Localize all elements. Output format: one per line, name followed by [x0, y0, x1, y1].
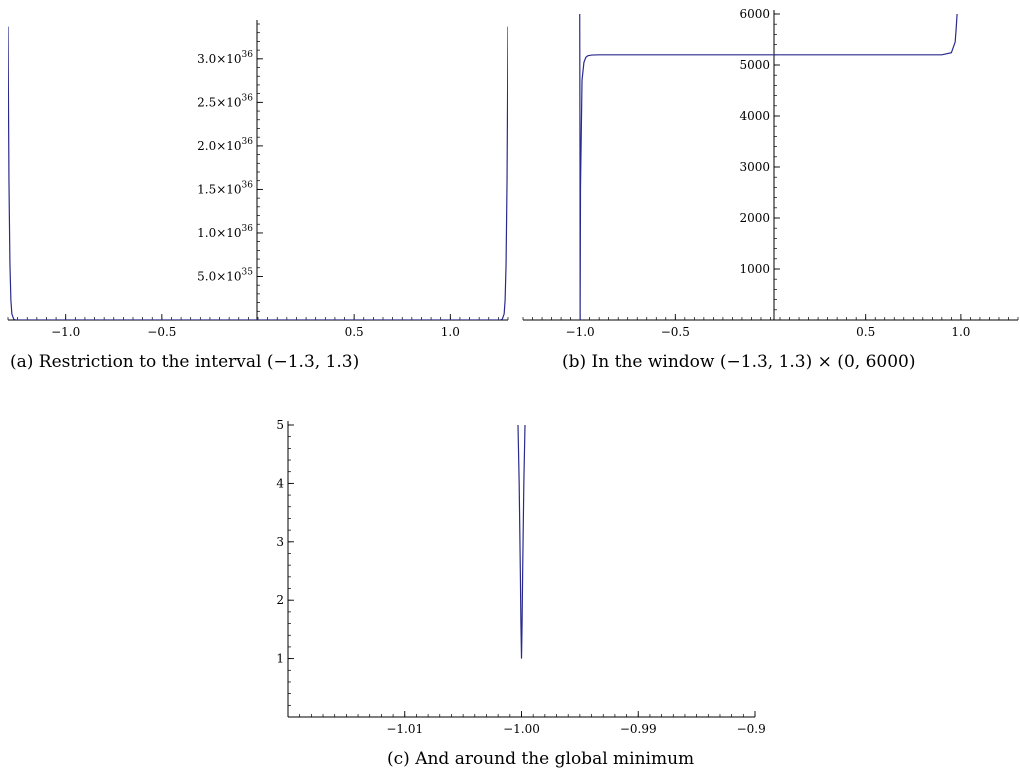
y-tick-label: 2 — [276, 593, 284, 607]
chart-a: −1.0 −0.5 0.5 1.0 5.0×1035 1.0×1036 1.5×1036 2.… — [7, 20, 509, 339]
x-tick-label: −0.99 — [620, 722, 657, 736]
y-tick-label: 6000 — [739, 7, 770, 21]
caption-c: (c) And around the global minimum — [387, 749, 695, 769]
x-tick-label: −1.01 — [386, 722, 423, 736]
y-tick-label: 2.5×1036 — [197, 93, 253, 109]
x-tick-label: 0.5 — [856, 325, 875, 339]
caption-b: (b) In the window (−1.3, 1.3) × (0, 6000… — [562, 352, 916, 372]
y-tick-label: 3.0×1036 — [197, 50, 253, 66]
y-tick-label: 3000 — [739, 160, 770, 174]
x-tick-label: −0.98 — [737, 722, 765, 736]
x-tick-label: −0.5 — [661, 325, 690, 339]
y-tick-label: 4 — [276, 476, 284, 490]
series-line — [517, 424, 526, 659]
series-line — [579, 13, 958, 320]
x-tick-label: −1.00 — [503, 722, 540, 736]
y-tick-label: 3 — [276, 535, 284, 549]
x-tick-label: −1.0 — [51, 325, 80, 339]
x-tick-label: −1.0 — [566, 325, 595, 339]
y-tick-label: 1.0×1036 — [197, 224, 253, 240]
x-tick-label: −0.5 — [147, 325, 176, 339]
y-tick-label: 5000 — [739, 58, 770, 72]
y-tick-label: 4000 — [739, 109, 770, 123]
x-tick-label: 1.0 — [951, 325, 970, 339]
x-tick-label: 0.5 — [345, 325, 364, 339]
y-tick-label: 1 — [276, 652, 284, 666]
caption-a: (a) Restriction to the interval (−1.3, 1… — [10, 352, 360, 372]
y-tick-label: 1000 — [739, 262, 770, 276]
series-line — [8, 26, 508, 320]
y-tick-label: 1.5×1036 — [197, 180, 253, 196]
y-tick-label: 5.0×1035 — [197, 267, 253, 283]
y-tick-label: 2.0×1036 — [197, 137, 253, 153]
chart-b: −1.0 −0.5 0.5 1.0 1000 2000 3000 4000 5000 6000 — [522, 7, 1019, 339]
x-tick-label: 1.0 — [441, 325, 460, 339]
y-tick-label: 2000 — [739, 211, 770, 225]
y-tick-label: 5 — [276, 418, 284, 432]
chart-c: −1.01 −1.00 −0.99 −0.98 1 2 3 4 5 — [276, 418, 765, 736]
